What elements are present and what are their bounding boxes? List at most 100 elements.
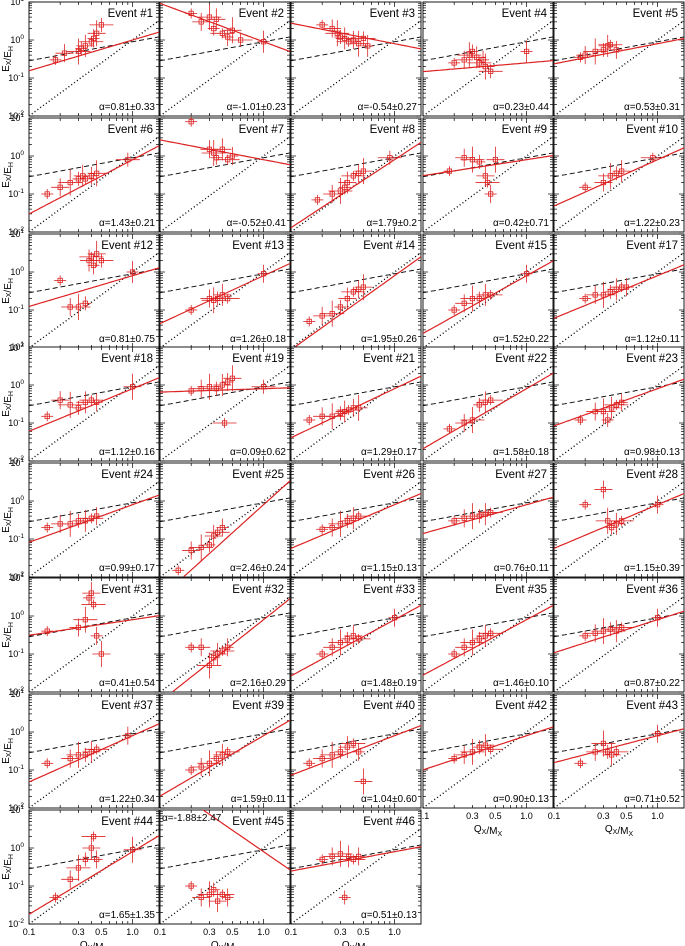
data-point <box>115 152 140 167</box>
reference-dashed-line <box>553 36 685 62</box>
data-point <box>87 29 100 48</box>
data-point <box>612 160 631 183</box>
reference-dashed-line <box>28 36 160 62</box>
fit-line <box>553 264 685 319</box>
fit-line <box>422 496 554 535</box>
data-point <box>338 171 357 194</box>
panel-frame <box>159 117 291 233</box>
panel-title: Event #7 <box>239 124 284 136</box>
data-point <box>354 768 373 795</box>
data-point <box>215 293 240 304</box>
alpha-label: α=1.12±0.16 <box>99 447 155 458</box>
data-point <box>61 749 80 768</box>
reference-dotted-line <box>159 596 291 693</box>
reference-dashed-line <box>553 728 685 754</box>
data-point <box>349 394 368 421</box>
panel-21: Event #21 α=1.29±0.17 <box>290 346 422 462</box>
data-point <box>185 881 198 891</box>
alpha-label: α=2.46±0.24 <box>230 563 286 574</box>
panel-1: Event #1 α=0.81±0.33 101 100 10-1 10-2 EX/EH <box>1 0 160 121</box>
panel-25: Event #25 α=2.46±0.24 <box>159 462 291 578</box>
reference-dashed-line <box>28 612 160 638</box>
reference-dashed-line <box>28 497 160 523</box>
x-tick-label: 1.0 <box>520 811 533 821</box>
y-tick-label: 101 <box>10 688 24 699</box>
panel-10: Event #10 α=1.22±0.23 <box>553 117 685 233</box>
fit-line <box>28 723 160 783</box>
data-point <box>210 381 223 396</box>
data-point <box>354 158 373 185</box>
data-point <box>473 291 486 306</box>
x-tick-label: 1.0 <box>126 927 139 937</box>
panel-title: Event #19 <box>232 353 284 365</box>
panel-title: Event #2 <box>239 8 284 20</box>
data-point <box>605 520 618 535</box>
panel-title: Event #44 <box>101 816 153 828</box>
y-tick-label: 10-2 <box>8 918 24 929</box>
y-tick-label: 100 <box>10 266 24 277</box>
data-point <box>41 189 54 199</box>
data-point <box>448 515 461 526</box>
data-point <box>476 734 495 757</box>
panel-title: Event #26 <box>363 469 415 481</box>
x-tick-label: 0.1 <box>154 927 167 937</box>
fit-line <box>28 31 160 72</box>
y-tick-label: 10-1 <box>8 764 24 775</box>
y-tick-label: 10-1 <box>8 880 24 891</box>
panel-title: Event #39 <box>232 700 284 712</box>
panel-title: Event #31 <box>101 584 153 596</box>
alpha-label: α=1.43±0.21 <box>99 218 155 229</box>
fit-line <box>290 22 422 50</box>
data-point <box>478 395 503 406</box>
data-point <box>610 40 623 59</box>
x-tick-label: 1.0 <box>388 927 401 937</box>
data-point <box>192 12 211 31</box>
data-point <box>448 753 461 764</box>
y-tick-label: 10-1 <box>8 188 24 199</box>
panel-6: Event #6 α=1.43±0.21 101 100 10-1 10-2 EX/EH <box>1 112 160 237</box>
reference-dashed-line <box>290 381 422 407</box>
data-point <box>192 888 211 907</box>
panel-2: Event #2 α=-1.01±0.23 <box>159 1 291 117</box>
data-point <box>328 629 353 656</box>
reference-dashed-line <box>290 497 422 523</box>
fit-line <box>294 256 422 348</box>
panel-39: Event #39 α=1.59±0.11 <box>159 693 291 809</box>
data-point <box>484 185 497 203</box>
data-point <box>455 638 474 657</box>
panel-frame <box>159 346 291 462</box>
data-point <box>201 287 226 314</box>
alpha-label: α=1.65±1.35 <box>99 910 155 921</box>
x-tick-label: 0.3 <box>72 927 85 937</box>
x-axis-label: QX/MX <box>605 824 634 838</box>
reference-dotted-line <box>159 20 291 117</box>
panel-frame <box>553 346 685 462</box>
y-tick-label: 10-1 <box>8 304 24 315</box>
panel-frame <box>422 117 554 233</box>
reference-dotted-line <box>159 481 291 578</box>
panel-15: Event #15 α=1.52±0.22 <box>422 233 554 349</box>
y-tick-label: 101 <box>10 341 24 352</box>
reference-dotted-line <box>28 252 160 349</box>
data-point <box>213 283 232 306</box>
data-point <box>204 524 223 547</box>
y-tick-label: 10-2 <box>8 571 24 582</box>
data-point <box>478 289 503 300</box>
fit-line <box>159 2 291 53</box>
data-point <box>49 54 62 65</box>
data-point <box>609 515 634 526</box>
data-point <box>226 147 239 165</box>
panel-frame <box>290 233 422 349</box>
panel-43: Event #43 α=0.71±0.52 0.1 0.3 0.5 1.0 QX/MX <box>548 693 685 838</box>
alpha-label: α=1.52±0.22 <box>493 334 549 345</box>
y-axis-label: EX/EH <box>1 391 15 417</box>
x-tick-label: 0.1 <box>23 927 36 937</box>
data-point <box>316 19 329 30</box>
reference-dotted-line <box>290 365 422 462</box>
data-point <box>574 758 587 769</box>
data-point <box>316 649 329 659</box>
fit-line <box>183 480 291 578</box>
reference-dashed-line <box>290 268 422 294</box>
data-point <box>41 626 54 637</box>
panel-8: Event #8 α=1.79±0.2 <box>290 117 422 233</box>
